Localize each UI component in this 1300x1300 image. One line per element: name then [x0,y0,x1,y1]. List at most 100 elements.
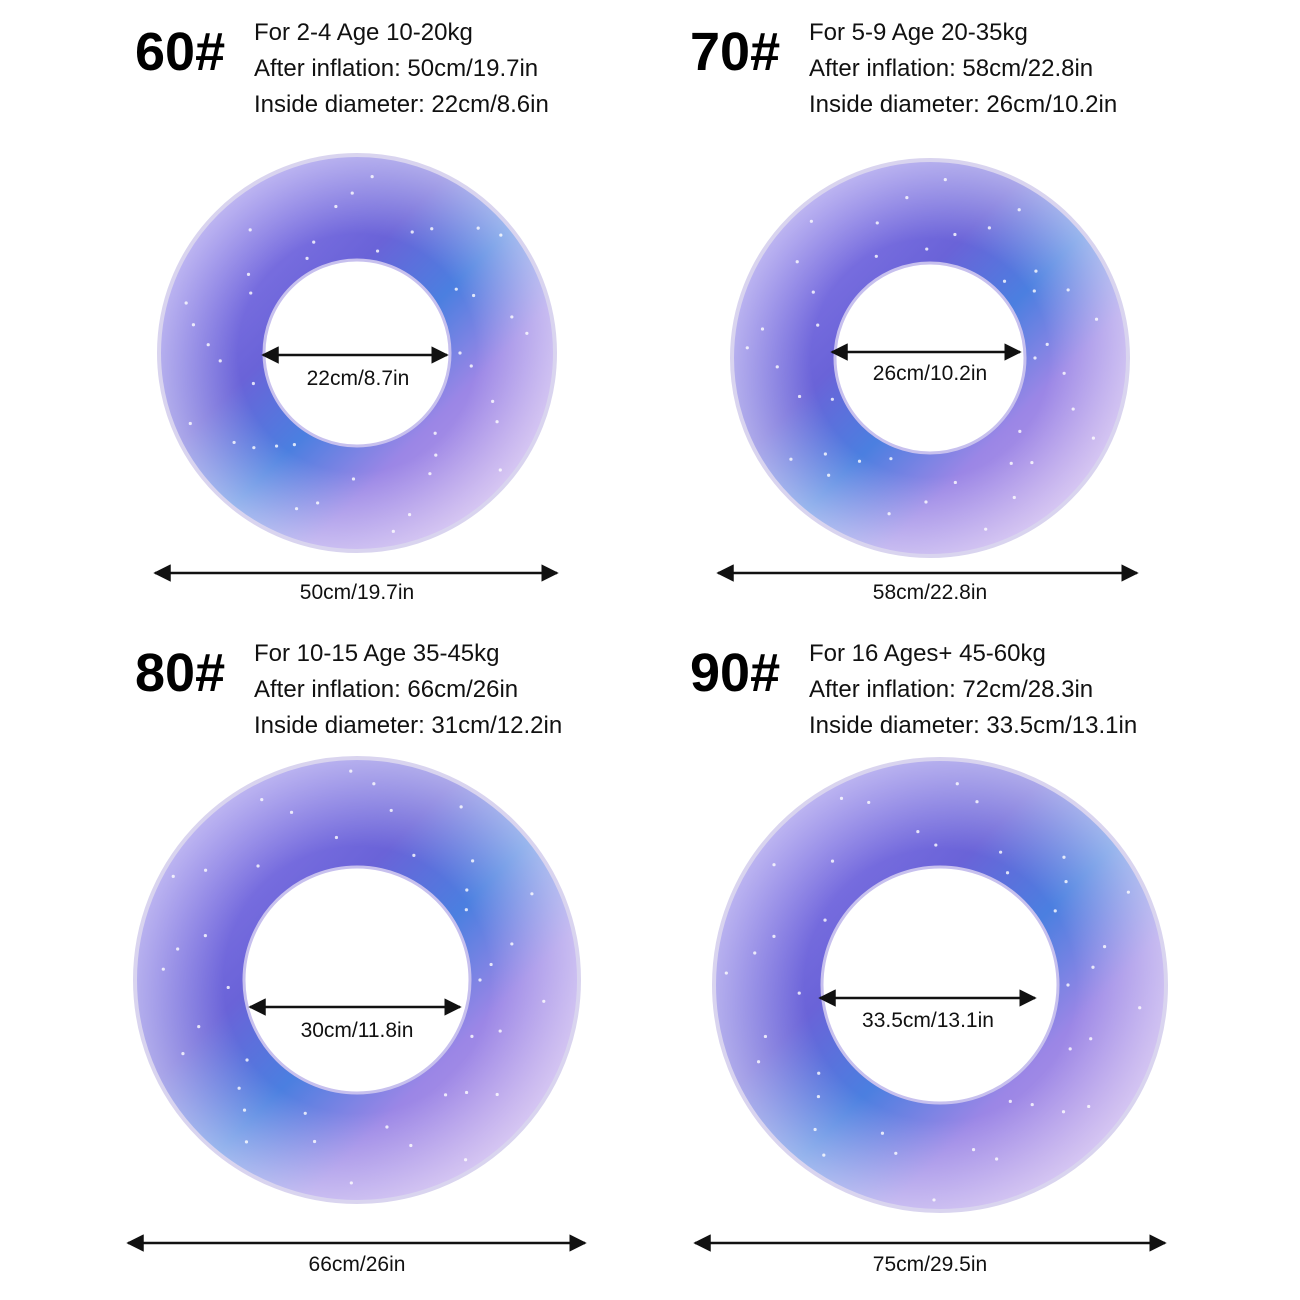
glitter [495,420,499,424]
glitter [443,1093,448,1097]
outer-diameter-label: 58cm/22.8in [873,581,987,604]
glitter [1012,495,1016,500]
glitter [816,323,820,327]
glitter [351,477,356,481]
glitter [476,226,480,230]
glitter [1002,279,1007,283]
glitter [1091,965,1095,969]
glitter [244,1140,249,1144]
glitter [1053,909,1057,913]
glitter [1068,1047,1072,1051]
spec-line: After inflation: 66cm/26in [254,676,518,703]
glitter [495,1092,499,1097]
glitter [463,1158,468,1162]
glitter [943,178,947,182]
glitter [745,346,749,350]
glitter [1032,289,1036,293]
glitter [813,1127,817,1132]
glitter [894,1151,898,1155]
glitter [987,226,991,230]
size-label: 70# [690,22,780,82]
glitter [830,859,835,863]
glitter [887,512,891,516]
glitter [248,228,252,232]
glitter [385,1125,389,1129]
glitter [191,323,196,327]
ring-hole [833,261,1027,455]
glitter [1091,436,1096,440]
glitter [454,287,458,291]
glitter [724,971,728,975]
glitter [246,272,251,276]
glitter [1094,317,1099,321]
inner-diameter-label: 30cm/11.8in [301,1019,414,1042]
size-panel: 70# For 5-9 Age 20-35kg After inflation: 5… [690,19,1139,604]
glitter [249,291,253,295]
glitter [251,381,256,386]
glitter [975,800,979,804]
glitter [312,1139,317,1144]
glitter [226,985,230,990]
glitter [458,351,462,355]
glitter [350,191,354,195]
glitter [203,934,207,938]
glitter [756,1060,761,1064]
glitter [932,1198,936,1202]
glitter [407,513,412,517]
glitter [1061,1110,1066,1114]
glitter [459,805,463,809]
glitter [1062,371,1066,375]
size-label: 90# [690,643,780,703]
glitter [1089,1037,1093,1041]
glitter [816,1094,821,1099]
glitter [292,443,296,447]
glitter [334,835,339,840]
glitter [242,1108,247,1112]
glitter [1009,461,1013,465]
ring-hole [242,865,472,1095]
glitter [934,843,938,847]
glitter [995,1157,999,1161]
glitter [184,301,188,305]
glitter [499,233,503,237]
glitter [797,394,802,399]
ring-edge [712,757,1168,1213]
spec-line: For 16 Ages+ 45-60kg [809,640,1046,667]
glitter [410,230,414,234]
glitter [252,446,256,450]
size-label: 60# [135,22,225,82]
glitter [498,468,502,472]
glitter [1087,1104,1091,1109]
glitter [349,769,353,773]
ring-hole [820,865,1060,1105]
glitter [999,850,1003,854]
glitter [1034,269,1038,273]
glitter [1030,460,1034,465]
glitter [542,999,546,1003]
glitter [428,472,432,476]
glitter [760,327,765,331]
ring-hole [262,258,452,448]
glitter [218,359,222,363]
ring-edge [157,153,557,553]
size-label: 80# [135,643,225,703]
spec-line: Inside diameter: 22cm/8.6in [254,91,549,118]
glitter [161,967,165,971]
glitter [924,500,928,504]
glitter [857,459,862,463]
glitter [530,892,534,896]
glitter [274,444,279,448]
glitter [312,240,316,244]
glitter [809,219,813,223]
size-panel: 90# For 16 Ages+ 45-60kg After inflation: … [690,640,1168,1276]
ring-edge [730,158,1130,558]
glitter [409,1143,413,1148]
glitter [822,1153,826,1157]
glitter [789,457,793,461]
spec-line: For 10-15 Age 35-45kg [254,640,500,667]
glitter [525,331,529,335]
glitter [827,473,831,477]
glitter [753,951,757,955]
glitter [206,343,210,347]
glitter [839,796,844,801]
